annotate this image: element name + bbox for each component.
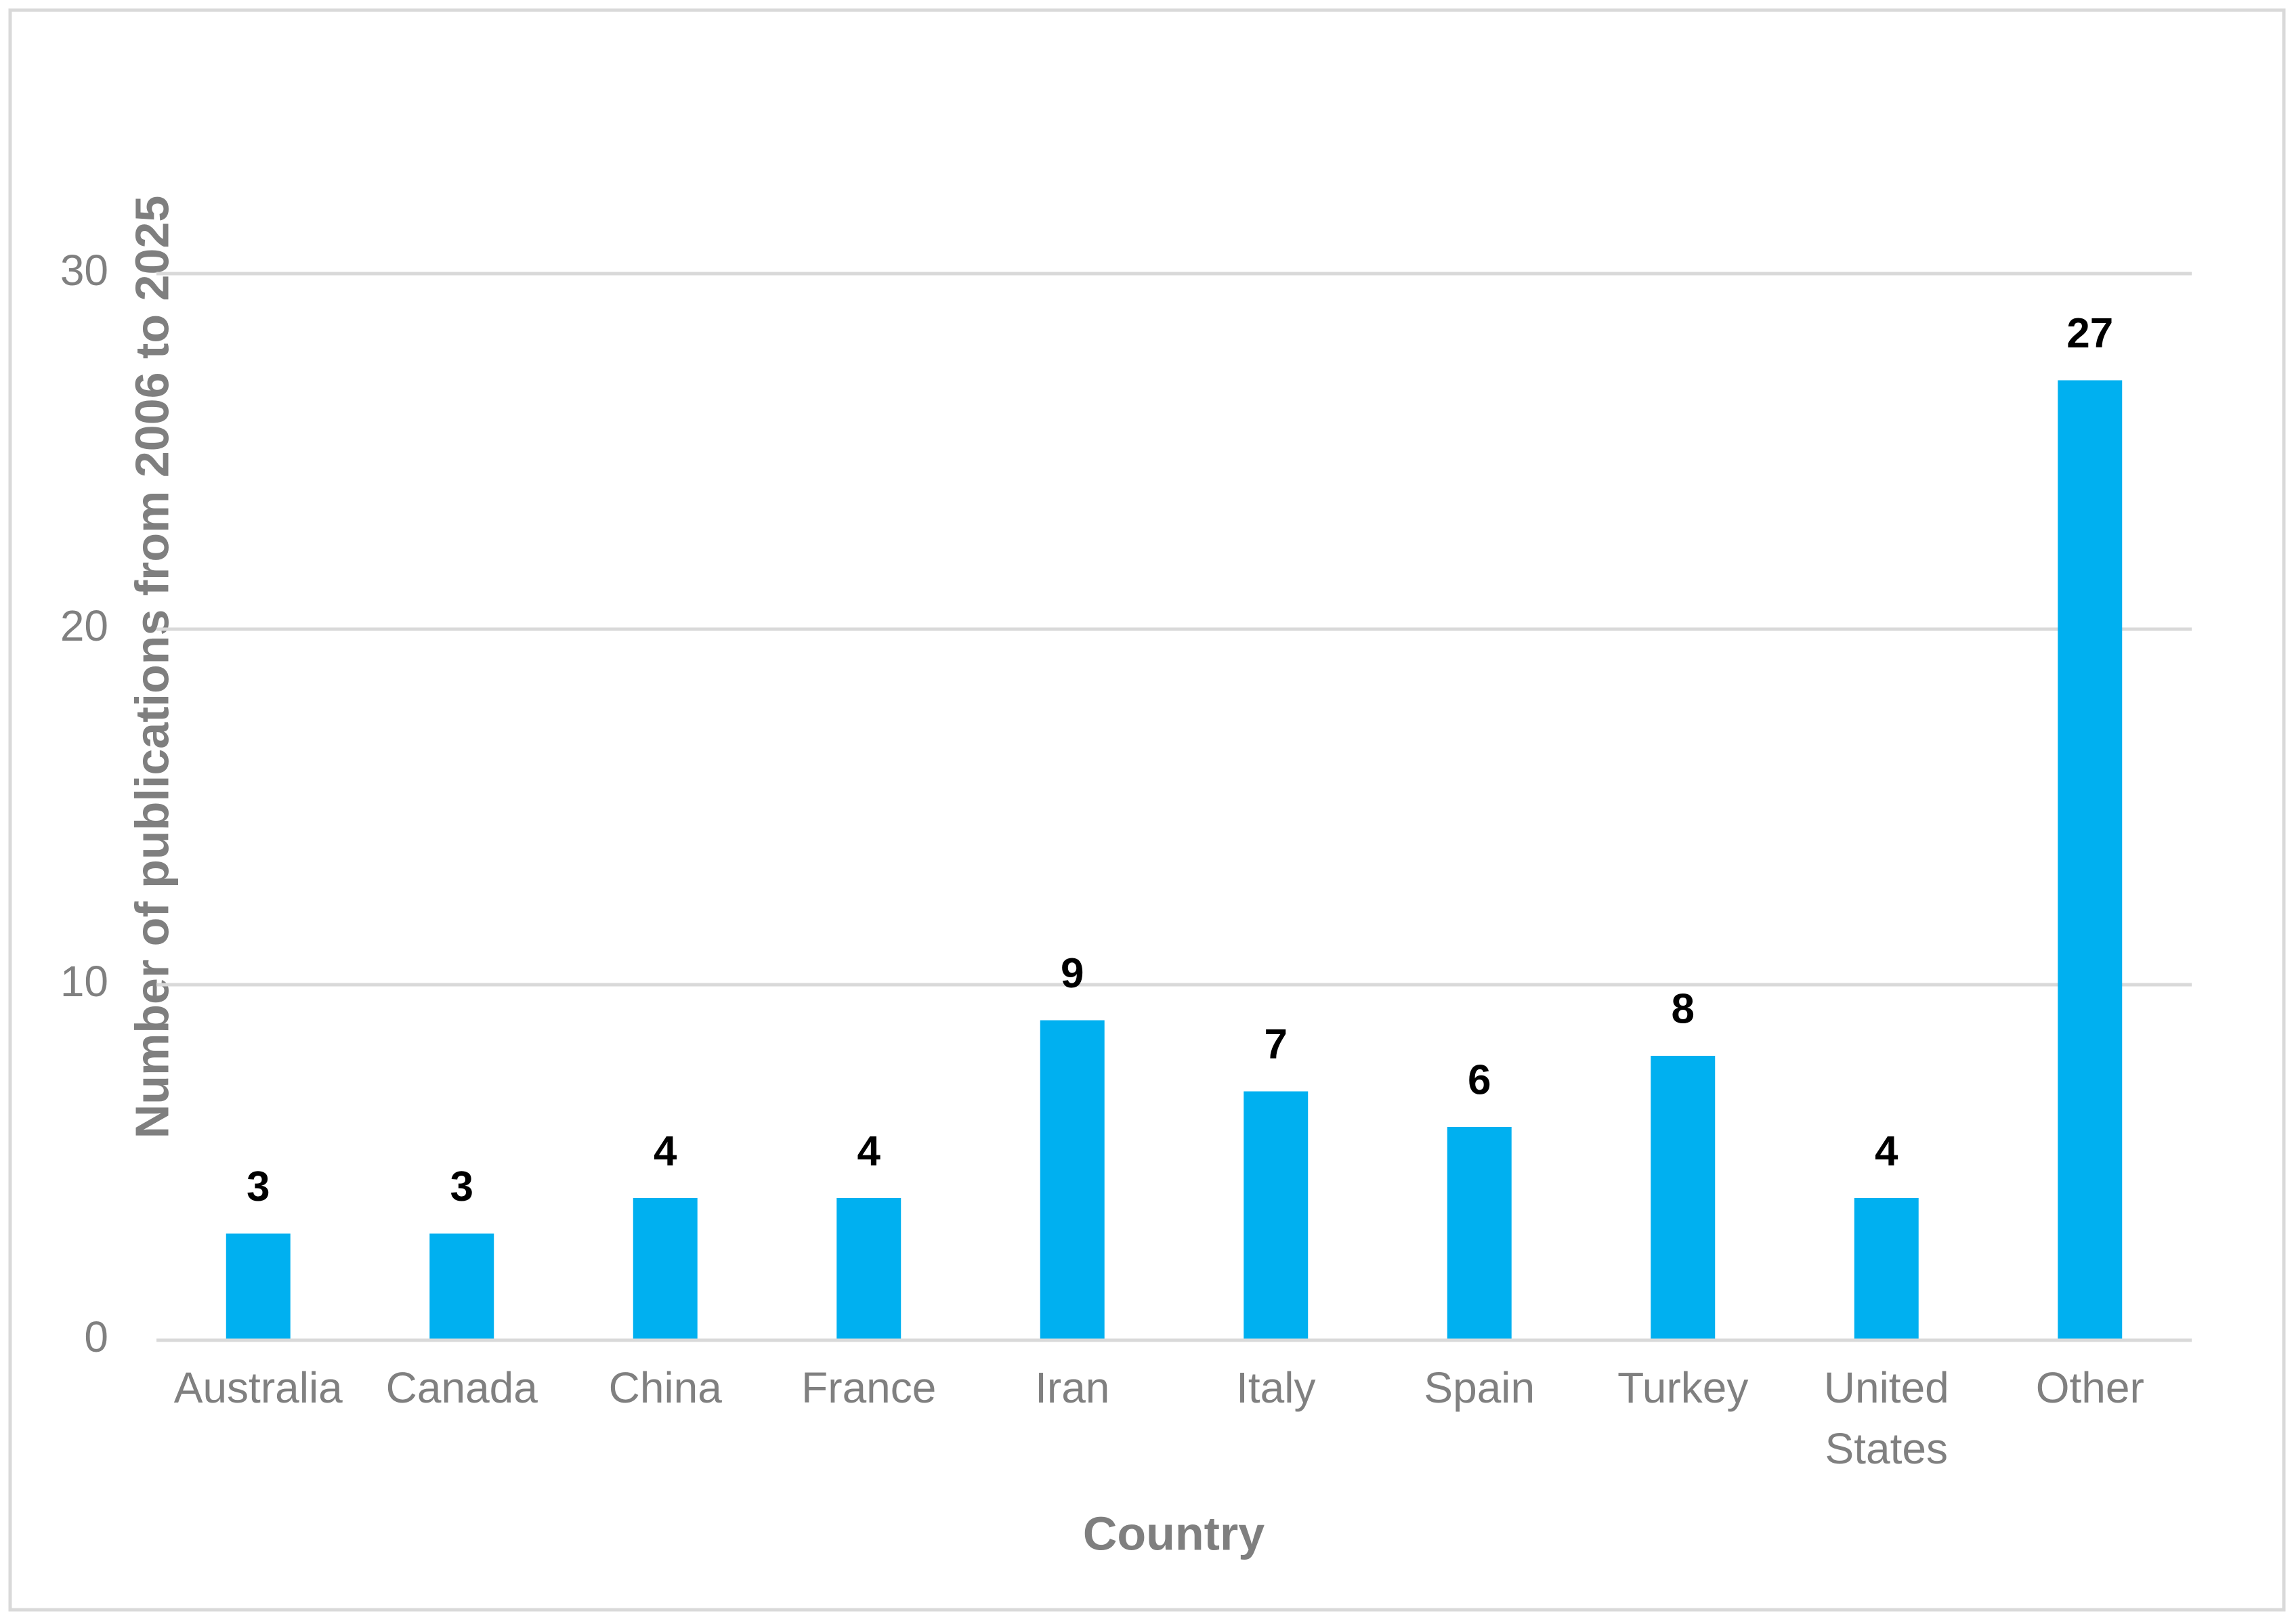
x-tick-label: China: [609, 1363, 723, 1412]
data-label: 3: [450, 1163, 473, 1210]
bar: [1854, 1198, 1919, 1340]
y-tick-label: 10: [60, 957, 108, 1006]
x-tick-label: Italy: [1236, 1363, 1315, 1412]
data-label: 4: [654, 1128, 677, 1174]
x-tick-label: United States: [1824, 1363, 1949, 1473]
data-label: 6: [1468, 1056, 1491, 1103]
bar: [1651, 1056, 1716, 1340]
x-tick-label: Australia: [174, 1363, 343, 1412]
x-tick-label: Spain: [1424, 1363, 1535, 1412]
data-label: 7: [1265, 1021, 1288, 1068]
data-label: 4: [857, 1128, 881, 1174]
y-tick-label: 20: [60, 601, 108, 650]
data-label: 3: [247, 1163, 270, 1210]
y-axis-title: Number of publications from 2006 to 2025: [125, 196, 178, 1139]
x-tick-label: Canada: [386, 1363, 538, 1412]
data-label: 9: [1061, 950, 1084, 997]
data-label: 4: [1875, 1128, 1898, 1174]
bar: [2058, 380, 2123, 1340]
chart-border: [8, 8, 2286, 1612]
bar: [429, 1233, 494, 1340]
x-tick-label: Other: [2036, 1363, 2144, 1412]
y-tick-label: 30: [60, 246, 108, 295]
x-axis-title: Country: [1083, 1507, 1265, 1560]
data-label: 8: [1672, 985, 1695, 1032]
data-label: 27: [2066, 310, 2113, 357]
bar: [633, 1198, 698, 1340]
bar: [1447, 1127, 1512, 1340]
x-tick-label: Iran: [1035, 1363, 1109, 1412]
x-tick-label: Turkey: [1617, 1363, 1748, 1412]
bar: [226, 1233, 291, 1340]
bar: [1244, 1091, 1309, 1340]
y-tick-label: 0: [84, 1312, 108, 1361]
x-tick-label: France: [801, 1363, 936, 1412]
bar: [1040, 1020, 1105, 1340]
bar: [836, 1198, 901, 1340]
